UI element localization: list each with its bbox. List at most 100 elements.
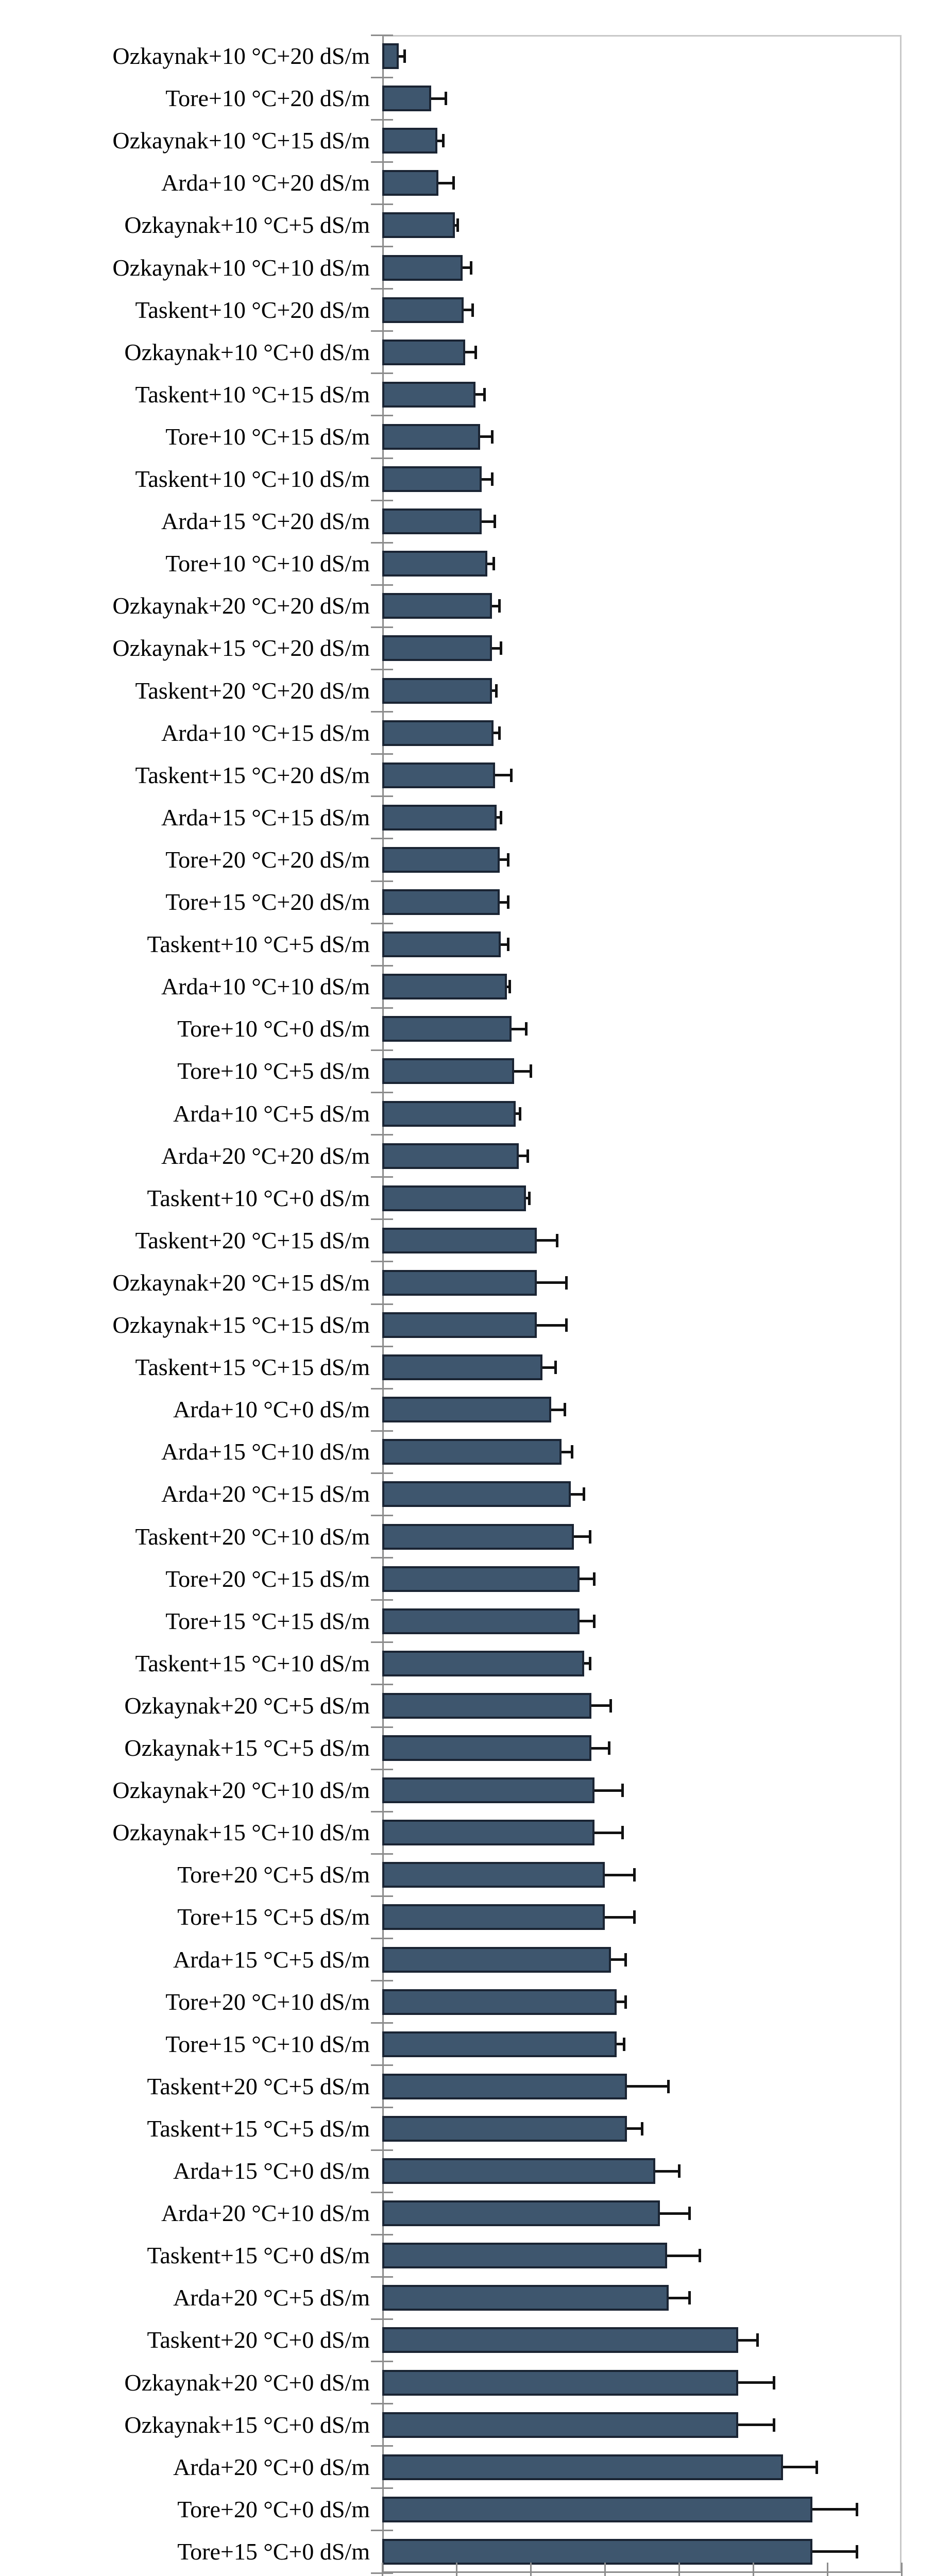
category-label: Taskent+20 °C+10 dS/m: [135, 1523, 370, 1550]
y-axis-tick: [371, 1092, 393, 1093]
error-bar-cap: [640, 2122, 643, 2136]
category-label: Taskent+15 °C+20 dS/m: [135, 761, 370, 788]
category-label: Taskent+20 °C+15 dS/m: [135, 1227, 370, 1253]
error-bar: [526, 1197, 530, 1200]
bar: [382, 1650, 584, 1676]
bar: [382, 1692, 592, 1719]
category-label: Ozkaynak+15 °C+5 dS/m: [124, 1735, 370, 1761]
category-label: Taskent+15 °C+15 dS/m: [135, 1354, 370, 1381]
bar: [382, 1185, 526, 1211]
y-axis-tick: [371, 753, 393, 755]
category-label: Arda+20 °C+10 dS/m: [161, 2200, 370, 2227]
y-axis-tick: [371, 161, 393, 163]
error-bar-cap: [470, 261, 473, 275]
y-axis-tick: [371, 880, 393, 882]
error-bar: [580, 1578, 594, 1581]
y-axis-tick: [371, 584, 393, 586]
error-bar: [605, 1873, 635, 1876]
category-label: Tore+10 °C+0 dS/m: [177, 1015, 370, 1042]
error-bar-cap: [499, 641, 502, 655]
bar: [382, 1946, 611, 1973]
bar: [382, 931, 501, 958]
bar: [382, 212, 455, 239]
error-bar-cap: [452, 176, 455, 190]
error-bar-cap: [698, 2249, 701, 2263]
y-axis-tick: [371, 2191, 393, 2193]
bar: [382, 2496, 813, 2522]
bar: [382, 255, 463, 281]
bar: [382, 86, 432, 112]
bar: [382, 889, 500, 916]
error-bar: [431, 97, 446, 100]
error-bar: [398, 55, 405, 58]
error-bar-cap: [554, 1361, 557, 1375]
error-bar-cap: [588, 1656, 591, 1670]
error-bar-cap: [441, 134, 445, 148]
category-label: Taskent+10 °C+20 dS/m: [135, 296, 370, 323]
y-axis-tick: [371, 541, 393, 544]
error-bar: [462, 266, 471, 269]
error-bar: [542, 1366, 556, 1369]
y-axis-tick: [371, 415, 393, 417]
error-bar-cap: [565, 1318, 568, 1332]
error-bar: [580, 1620, 594, 1623]
category-label: Taskent+15 °C+10 dS/m: [135, 1650, 370, 1676]
error-bar-cap: [490, 430, 494, 444]
error-bar: [536, 1239, 557, 1242]
y-axis-tick: [371, 922, 393, 924]
category-label: Ozkaynak+15 °C+10 dS/m: [112, 1819, 370, 1846]
bar: [382, 2412, 739, 2438]
category-label: Ozkaynak+10 °C+0 dS/m: [124, 338, 370, 365]
bar: [382, 1227, 537, 1253]
y-axis-tick: [371, 838, 393, 840]
y-axis-tick: [371, 1430, 393, 1432]
y-axis-tick: [371, 76, 393, 78]
error-bar: [812, 2550, 857, 2553]
bar: [382, 2200, 660, 2227]
category-label: Arda+20 °C+15 dS/m: [161, 1481, 370, 1507]
bar: [382, 43, 399, 70]
error-bar: [495, 774, 512, 777]
bar: [382, 846, 500, 873]
error-bar: [783, 2466, 817, 2469]
bar: [382, 1820, 594, 1846]
error-bar: [492, 647, 501, 650]
error-bar-cap: [772, 2418, 775, 2432]
error-bar: [437, 139, 444, 142]
y-axis-tick: [371, 1261, 393, 1263]
error-bar-cap: [474, 345, 477, 359]
category-label: Arda+15 °C+0 dS/m: [173, 2158, 370, 2184]
bar: [382, 2327, 739, 2353]
bar: [382, 423, 481, 450]
bar: [382, 1439, 562, 1465]
bar: [382, 128, 437, 154]
y-axis-tick: [371, 1007, 393, 1009]
y-axis-tick: [371, 711, 393, 713]
bar: [382, 2158, 655, 2184]
error-bar: [487, 562, 494, 565]
error-bar: [475, 393, 485, 396]
error-bar-cap: [471, 303, 474, 317]
category-label: Taskent+20 °C+20 dS/m: [135, 677, 370, 704]
error-bar-cap: [571, 1445, 574, 1459]
bar: [382, 466, 482, 493]
category-label: Arda+15 °C+20 dS/m: [161, 508, 370, 535]
category-label: Ozkaynak+20 °C+5 dS/m: [124, 1692, 370, 1719]
error-bar-cap: [492, 557, 495, 571]
y-axis-tick: [371, 1599, 393, 1601]
y-axis-tick: [371, 1387, 393, 1389]
error-bar-cap: [856, 2545, 859, 2558]
y-axis-tick: [371, 1176, 393, 1178]
y-axis-tick: [371, 1134, 393, 1136]
error-bar: [738, 2424, 774, 2427]
error-bar: [481, 520, 495, 523]
error-bar-cap: [507, 938, 510, 952]
category-label: Arda+20 °C+5 dS/m: [173, 2284, 370, 2311]
category-label: Tore+15 °C+0 dS/m: [177, 2538, 370, 2565]
error-bar-cap: [621, 1784, 624, 1798]
category-label: Taskent+10 °C+5 dS/m: [147, 931, 370, 958]
bar: [382, 1862, 605, 1888]
error-bar: [584, 1662, 590, 1665]
bar: [382, 1566, 580, 1592]
x-axis-tick: [455, 2563, 457, 2576]
